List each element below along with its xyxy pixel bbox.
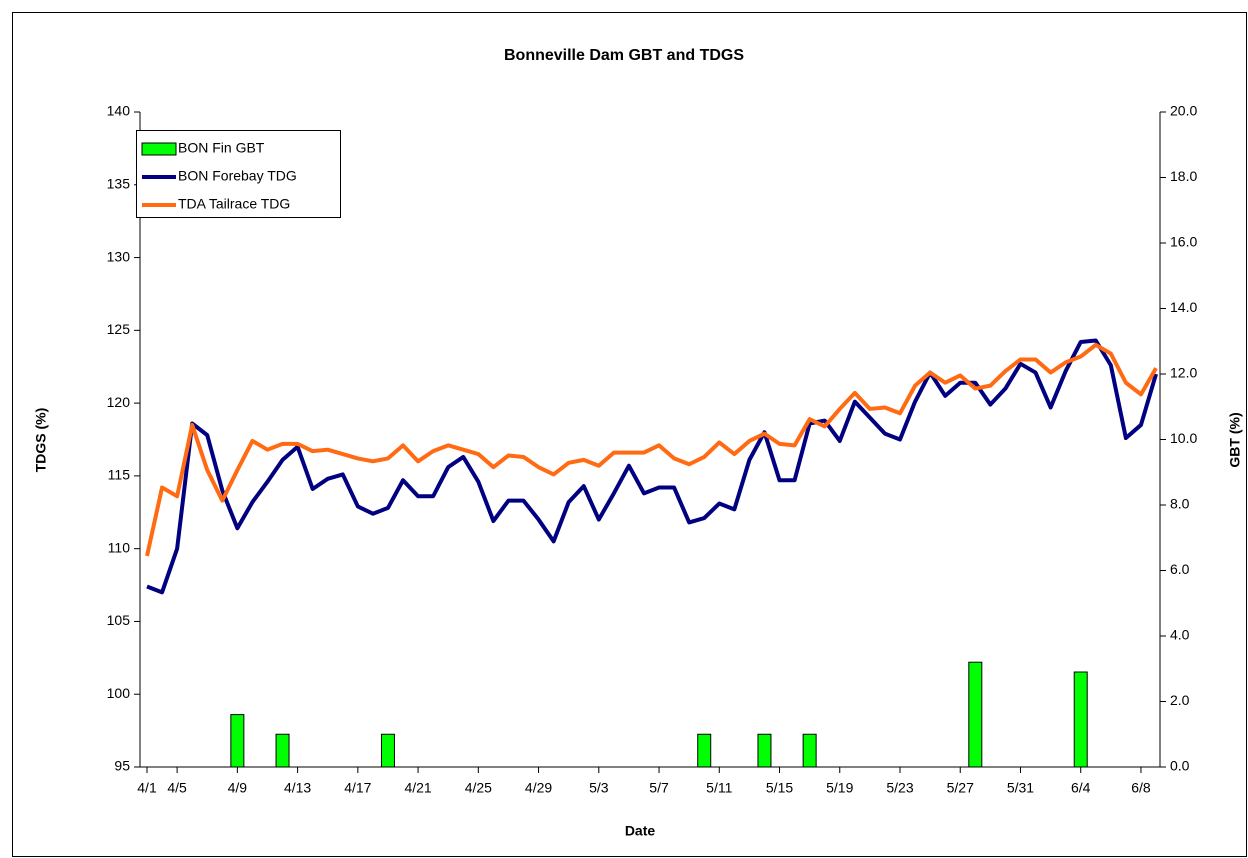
x-axis-title: Date: [625, 823, 656, 839]
y-tick-label: 110: [108, 539, 131, 555]
y2-tick-label: 16.0: [1170, 234, 1197, 250]
y-axis-title: TDGS (%): [33, 408, 49, 473]
x-tick-label: 4/5: [167, 780, 187, 796]
y-tick-label: 130: [107, 248, 131, 264]
x-tick-label: 5/3: [589, 780, 609, 796]
x-tick-label: 5/7: [649, 780, 669, 796]
y-tick-label: 120: [107, 394, 131, 410]
y2-tick-label: 10.0: [1170, 430, 1197, 446]
y2-tick-label: 20.0: [1170, 103, 1197, 119]
x-tick-label: 5/11: [706, 780, 732, 796]
legend-label: BON Fin GBT: [178, 140, 265, 156]
bar: [968, 661, 983, 768]
bar: [697, 733, 712, 768]
y2-tick-label: 2.0: [1170, 692, 1190, 708]
x-tick-label: 4/1: [137, 780, 157, 796]
y2-tick-label: 6.0: [1170, 561, 1190, 577]
y-tick-label: 105: [107, 612, 131, 628]
x-tick-label: 5/23: [886, 780, 913, 796]
x-tick-label: 6/8: [1131, 780, 1151, 796]
x-tick-label: 4/13: [284, 780, 311, 796]
legend-label: TDA Tailrace TDG: [178, 196, 290, 212]
x-tick-label: 4/17: [344, 780, 371, 796]
y-tick-label: 135: [107, 175, 131, 191]
x-tick-label: 6/4: [1071, 780, 1091, 796]
bar: [802, 733, 817, 768]
bar: [757, 733, 772, 768]
y-tick-label: 115: [108, 467, 131, 483]
bar: [230, 714, 245, 768]
x-tick-label: 5/27: [947, 780, 974, 796]
y-tick-label: 100: [107, 685, 131, 701]
y-tick-label: 140: [107, 103, 131, 119]
bar: [380, 733, 395, 768]
y-tick-label: 125: [107, 321, 131, 337]
bar: [1073, 671, 1088, 768]
y2-tick-label: 18.0: [1170, 168, 1197, 184]
x-tick-label: 5/15: [766, 780, 793, 796]
line: [146, 338, 1158, 595]
y2-tick-label: 8.0: [1170, 496, 1190, 512]
y2-tick-label: 12.0: [1170, 365, 1197, 381]
legend-swatch: [141, 142, 177, 156]
chart-title: Bonneville Dam GBT and TDGS: [504, 47, 744, 64]
x-tick-label: 5/19: [826, 780, 853, 796]
x-tick-label: 4/21: [404, 780, 431, 796]
legend-label: BON Forebay TDG: [178, 168, 297, 184]
x-tick-label: 4/9: [228, 780, 248, 796]
y2-tick-label: 14.0: [1170, 299, 1197, 315]
y2-tick-label: 0.0: [1170, 758, 1190, 774]
x-tick-label: 4/25: [465, 780, 492, 796]
x-tick-label: 4/29: [525, 780, 552, 796]
y-tick-label: 95: [114, 758, 130, 774]
y2-axis-title: GBT (%): [1227, 412, 1243, 467]
bar: [275, 733, 290, 768]
x-tick-label: 5/31: [1007, 780, 1034, 796]
y2-tick-label: 4.0: [1170, 627, 1190, 643]
line: [145, 342, 1158, 557]
